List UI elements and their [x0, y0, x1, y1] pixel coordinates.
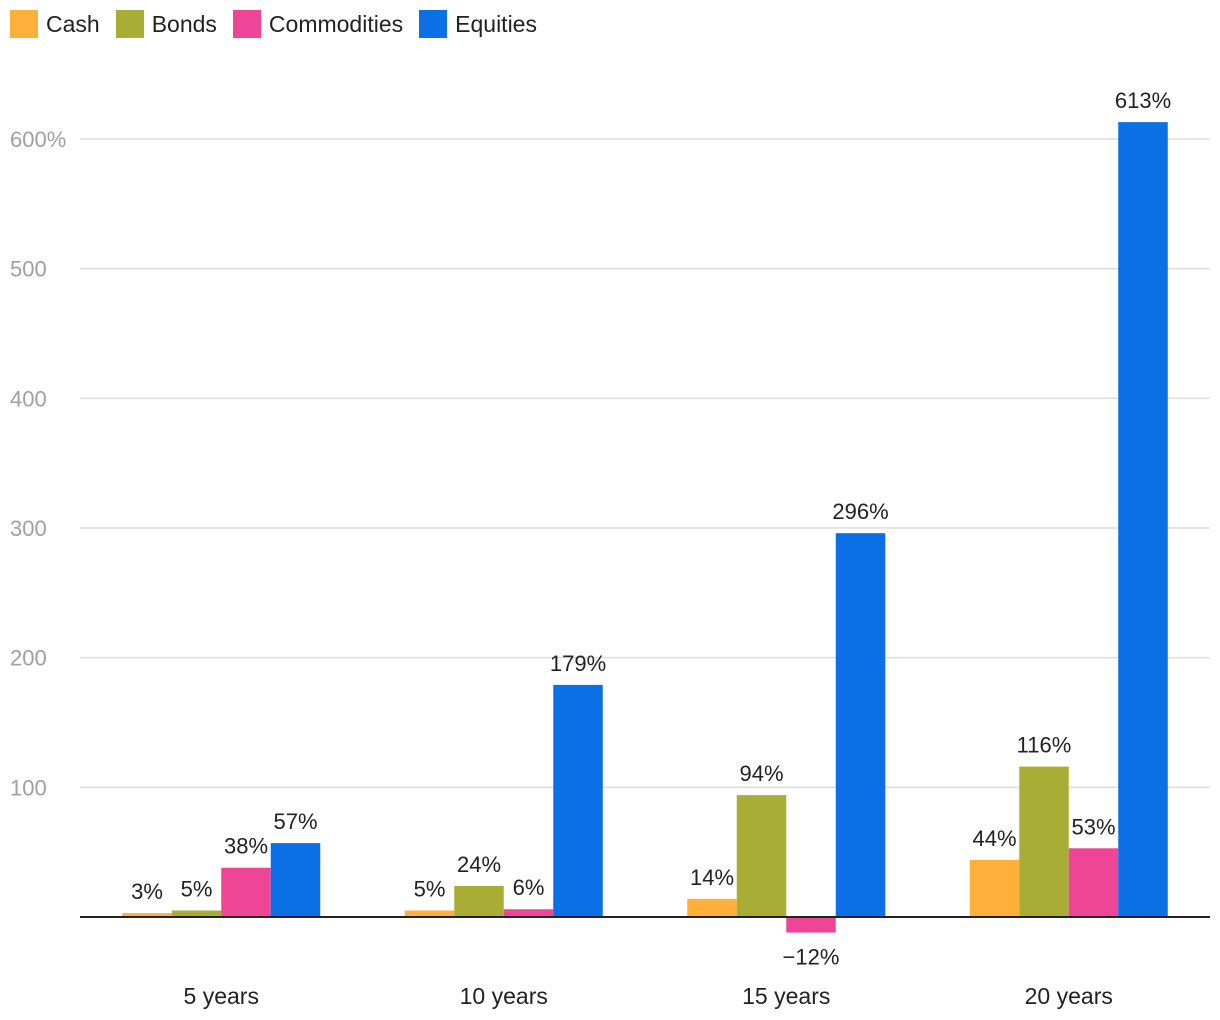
legend-swatch — [419, 10, 448, 38]
bar-commodities — [503, 909, 554, 917]
x-tick-label: 20 years — [1025, 983, 1113, 1009]
bar-equities — [553, 684, 603, 917]
bar-commodities — [221, 867, 271, 917]
data-label: 3% — [131, 879, 163, 904]
legend-label: Commodities — [268, 10, 404, 37]
data-label: 24% — [457, 852, 501, 877]
bar-commodities — [786, 917, 836, 933]
legend-label: Cash — [46, 10, 100, 37]
bar-cash — [687, 898, 737, 917]
y-tick-label: 200 — [10, 646, 47, 671]
data-label: 94% — [739, 761, 783, 786]
bar-bonds — [736, 795, 787, 917]
data-label: 296% — [832, 499, 888, 524]
bar-bonds — [171, 910, 222, 917]
bar-equities — [1118, 122, 1168, 917]
bar-cash — [122, 913, 172, 917]
legend-item-equities: Equities — [419, 10, 537, 38]
data-label: 14% — [690, 865, 734, 890]
data-label: 5% — [414, 877, 446, 902]
y-tick-label: 300 — [10, 516, 47, 541]
legend-swatch — [115, 10, 144, 38]
bar-equities — [835, 533, 886, 917]
x-tick-label: 15 years — [742, 983, 830, 1009]
legend-item-bonds: Bonds — [115, 10, 217, 38]
bar-bonds — [454, 885, 504, 917]
x-tick-label: 10 years — [460, 983, 548, 1009]
data-label: 57% — [273, 809, 317, 834]
y-tick-label: 100 — [10, 775, 47, 800]
bar-cash — [969, 859, 1020, 917]
y-tick-label: 500 — [10, 257, 47, 282]
bar-cash — [404, 910, 455, 917]
data-label: 6% — [513, 875, 545, 900]
data-label: 613% — [1115, 88, 1171, 113]
legend-item-cash: Cash — [10, 10, 100, 38]
legend: Cash Bonds Commodities Equities — [10, 10, 553, 38]
bar-bonds — [1019, 766, 1069, 917]
y-tick-label: 600% — [10, 127, 66, 152]
legend-swatch — [232, 10, 261, 38]
legend-label: Bonds — [151, 10, 217, 37]
data-label: 116% — [1017, 733, 1072, 758]
data-label: 5% — [181, 877, 213, 902]
y-tick-label: 400 — [10, 386, 47, 411]
data-label: 179% — [550, 651, 606, 676]
data-label: 44% — [972, 826, 1016, 851]
x-tick-label: 5 years — [184, 983, 259, 1009]
data-label: −12% — [783, 945, 840, 970]
legend-swatch — [10, 10, 38, 38]
legend-label: Equities — [455, 10, 537, 37]
bar-equities — [270, 843, 321, 917]
data-label: 38% — [224, 834, 268, 859]
bar-commodities — [1068, 848, 1119, 917]
data-label: 53% — [1071, 814, 1115, 839]
legend-item-commodities: Commodities — [232, 10, 404, 38]
